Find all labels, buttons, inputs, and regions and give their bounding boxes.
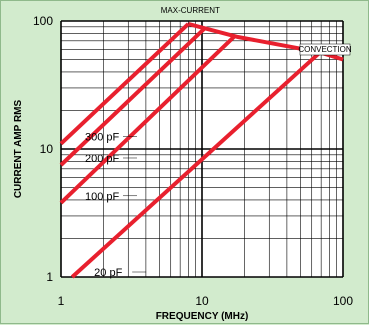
series-label-3: 20 pF <box>94 267 122 279</box>
max-current-label: MAX-CURRENT <box>161 6 220 15</box>
y-tick-label: 1 <box>46 270 53 284</box>
x-axis-title: FREQUENCY (MHz) <box>156 311 249 322</box>
y-axis-title: CURRENT AMP RMS <box>13 100 24 199</box>
tick-labels: 1 10 100 1 10 100 <box>33 14 353 308</box>
convection-callout: CONVECTION <box>298 43 352 56</box>
y-tick-label: 10 <box>40 142 54 156</box>
x-tick-label: 1 <box>58 294 65 308</box>
grid <box>60 20 344 278</box>
series-line-0 <box>59 22 190 146</box>
series-lines <box>59 21 344 279</box>
series-line-2 <box>59 34 236 205</box>
series-label-0: 300 pF <box>85 132 120 144</box>
x-tick-label: 100 <box>333 294 353 308</box>
series-line-3 <box>70 49 323 279</box>
y-tick-label: 100 <box>33 14 53 28</box>
series-line-1 <box>59 26 207 167</box>
series-label-1: 200 pF <box>85 153 120 165</box>
max-current-envelope-line <box>187 21 344 62</box>
x-tick-label: 10 <box>195 294 209 308</box>
series-labels: 300 pF 200 pF 100 pF 20 pF <box>85 132 147 279</box>
max-current-callout: MAX-CURRENT <box>154 4 227 15</box>
convection-label: CONVECTION <box>298 45 352 54</box>
series-label-2: 100 pF <box>85 191 120 203</box>
